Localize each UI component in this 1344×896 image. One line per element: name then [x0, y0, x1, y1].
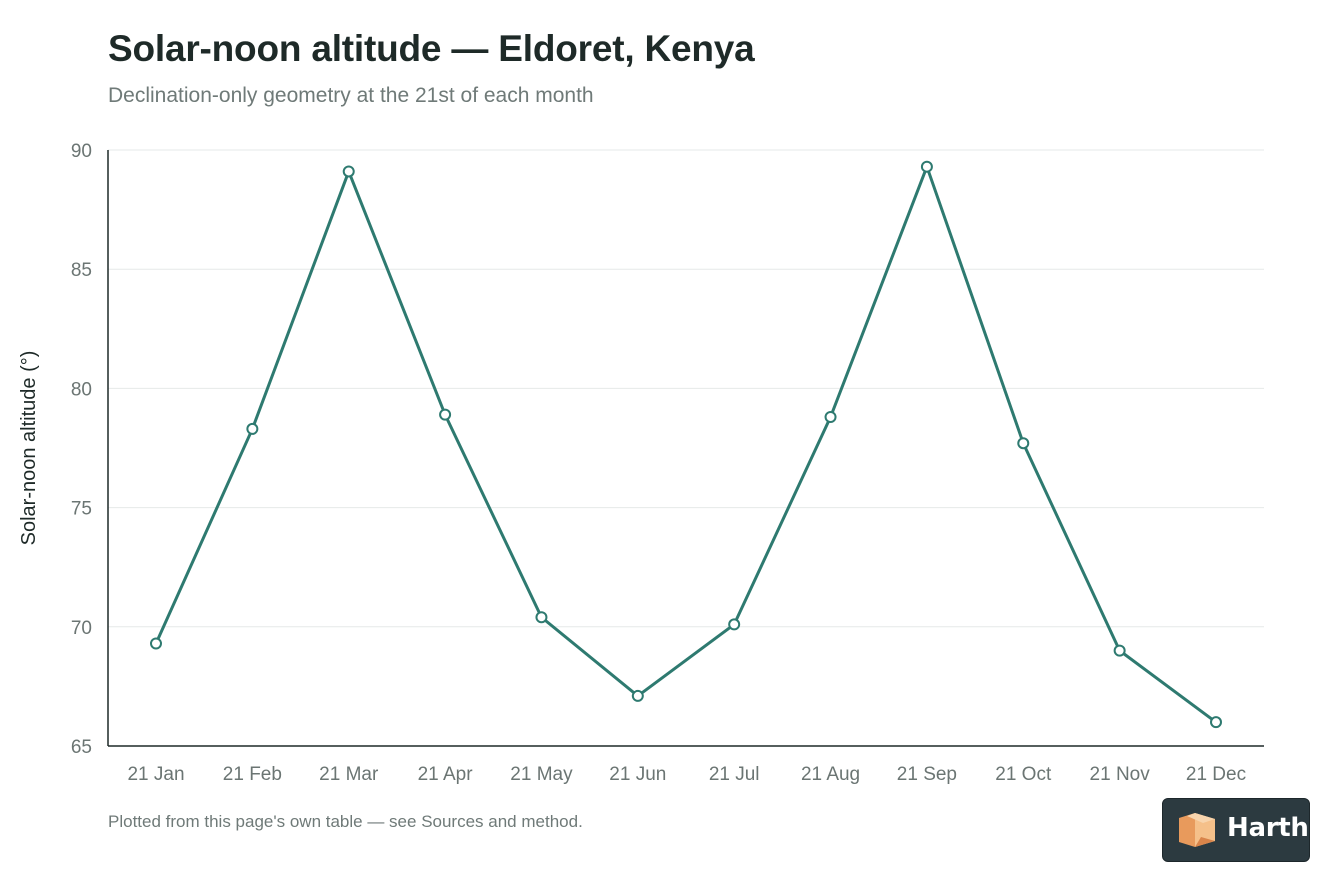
y-tick-label: 80: [71, 379, 92, 400]
x-tick-label: 21 Jul: [709, 764, 760, 785]
data-point: [920, 160, 933, 173]
x-tick-label: 21 May: [510, 764, 573, 785]
harth-logo: Harth: [1162, 798, 1310, 862]
data-point: [1210, 716, 1222, 729]
grid-lines: [108, 149, 1264, 628]
x-tick-label: 21 Aug: [801, 764, 860, 785]
data-point: [824, 411, 837, 424]
y-tick-label: 75: [71, 499, 92, 520]
y-tick-label: 70: [71, 618, 92, 639]
x-tick-label: 21 Apr: [418, 764, 474, 785]
footnote: Plotted from this page's own table — see…: [108, 812, 583, 831]
data-point: [631, 689, 644, 702]
x-tick-label: 21 Oct: [995, 764, 1052, 785]
logo-wordmark: Harth: [1227, 813, 1309, 843]
data-point: [1017, 437, 1030, 450]
x-tick-labels: 21 Jan 21 Feb 21 Mar 21 Apr 21 May 21 Jun 21 J…: [127, 764, 1246, 785]
y-axis-label: Solar-noon altitude (°): [18, 351, 40, 546]
data-point: [439, 408, 452, 421]
data-point: [728, 618, 741, 631]
y-tick-label: 85: [71, 260, 92, 281]
series-line: [154, 165, 1218, 724]
page-subtitle: Declination-only geometry at the 21st of…: [108, 84, 594, 107]
x-tick-label: 21 Dec: [1186, 764, 1246, 785]
x-tick-label: 21 Nov: [1090, 764, 1151, 785]
data-points: [150, 160, 1222, 729]
series-line-path: [154, 165, 1218, 724]
data-point: [150, 637, 162, 650]
page-title: Solar-noon altitude — Eldoret, Kenya: [108, 28, 755, 69]
y-tick-label: 90: [71, 141, 92, 162]
y-tick-labels: 65 70 75 80 85 90: [71, 141, 92, 758]
data-point: [1113, 644, 1126, 657]
chart-axes: [107, 150, 1264, 747]
x-tick-label: 21 Mar: [319, 764, 379, 785]
x-tick-label: 21 Jun: [609, 764, 666, 785]
data-point: [246, 422, 259, 435]
x-tick-label: 21 Sep: [897, 764, 957, 785]
y-tick-label: 65: [71, 737, 92, 758]
data-point: [535, 611, 548, 624]
x-tick-label: 21 Feb: [223, 764, 282, 785]
data-point: [342, 165, 355, 178]
x-tick-label: 21 Jan: [127, 764, 184, 785]
cube-logo-icon: [1179, 813, 1215, 847]
